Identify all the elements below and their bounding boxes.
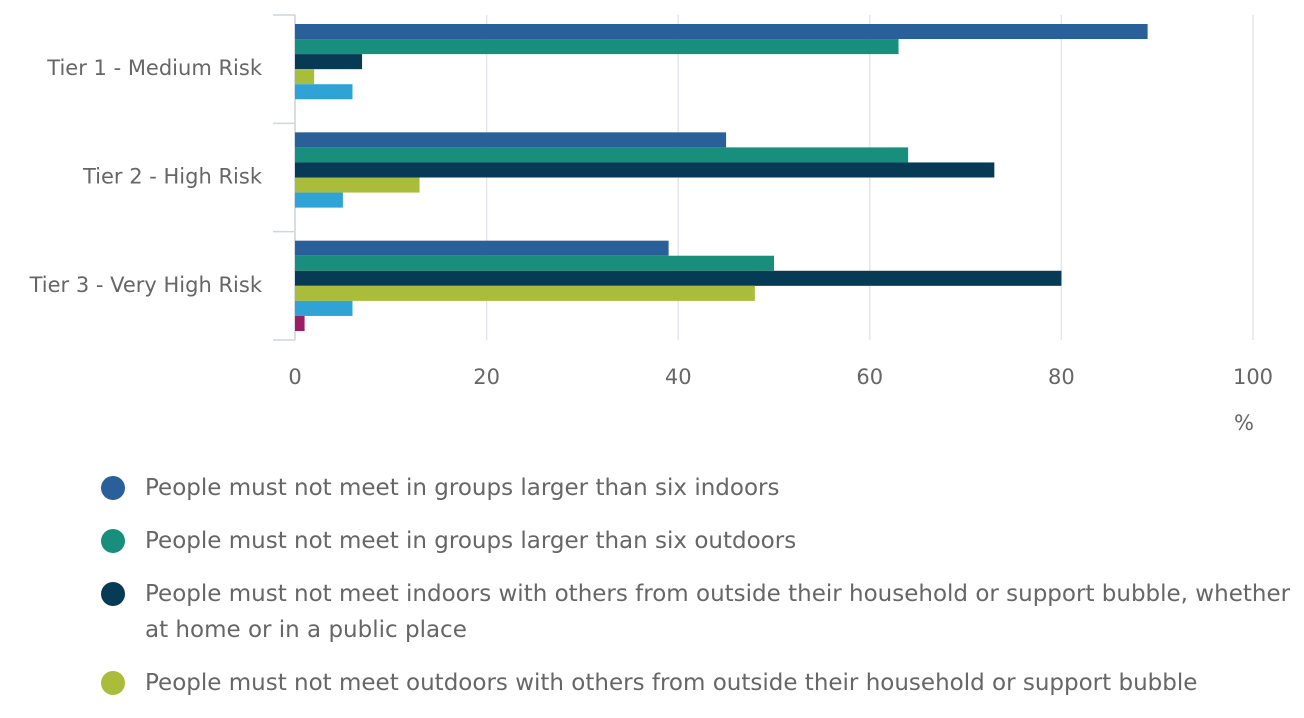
bar: [295, 132, 727, 148]
x-tick-label: 100: [1233, 365, 1273, 389]
chart: 0 20 40 60 80 100% Tier 1 - Medium Risk Tier 2 …: [29, 14, 1273, 435]
bar: [295, 192, 343, 208]
bar: [295, 69, 315, 85]
legend-item: People must not meet in groups larger th…: [101, 470, 1304, 506]
y-tick-label: Tier 3 - Very High Risk: [29, 273, 263, 297]
legend-label: People must not meet in groups larger th…: [145, 528, 797, 554]
legend-item: People must not meet indoors with others…: [101, 576, 1304, 648]
bar: [295, 315, 305, 331]
x-tick-label: 20: [473, 365, 500, 389]
page: {"chart_data": {"type": "bar", "orientat…: [28, 14, 1291, 696]
y-tick-label: Tier 2 - High Risk: [82, 165, 263, 189]
bar: [295, 147, 909, 163]
x-axis-label: %: [1234, 411, 1254, 435]
bar: [295, 240, 669, 256]
bar: [295, 24, 1148, 40]
legend-label: People must not meet outdoors with other…: [145, 670, 1198, 696]
legend-item: People must not meet in groups larger th…: [101, 523, 1304, 559]
bar: [295, 39, 899, 55]
legend-swatch: [101, 671, 125, 695]
x-tick-label: 80: [1048, 365, 1075, 389]
bar: [295, 177, 420, 193]
legend-swatch: [101, 582, 125, 606]
bar: [295, 84, 353, 100]
bar: [295, 54, 363, 70]
legend-swatch: [101, 529, 125, 553]
legend: People must not meet in groups larger th…: [101, 470, 1304, 718]
x-tick-label: 60: [856, 365, 883, 389]
legend-label: People must not meet indoors with others…: [145, 581, 1291, 643]
legend-swatch: [101, 476, 125, 500]
x-tick-label: 40: [665, 365, 692, 389]
bar: [295, 255, 774, 271]
legend-item: People must not meet outdoors with other…: [101, 665, 1304, 701]
bar: [295, 300, 353, 316]
legend-label: People must not meet in groups larger th…: [145, 475, 780, 501]
bar: [295, 270, 1062, 286]
bar: [295, 285, 755, 301]
y-tick-label: Tier 1 - Medium Risk: [46, 56, 263, 80]
x-tick-label: 0: [288, 365, 301, 389]
bar: [295, 162, 995, 178]
